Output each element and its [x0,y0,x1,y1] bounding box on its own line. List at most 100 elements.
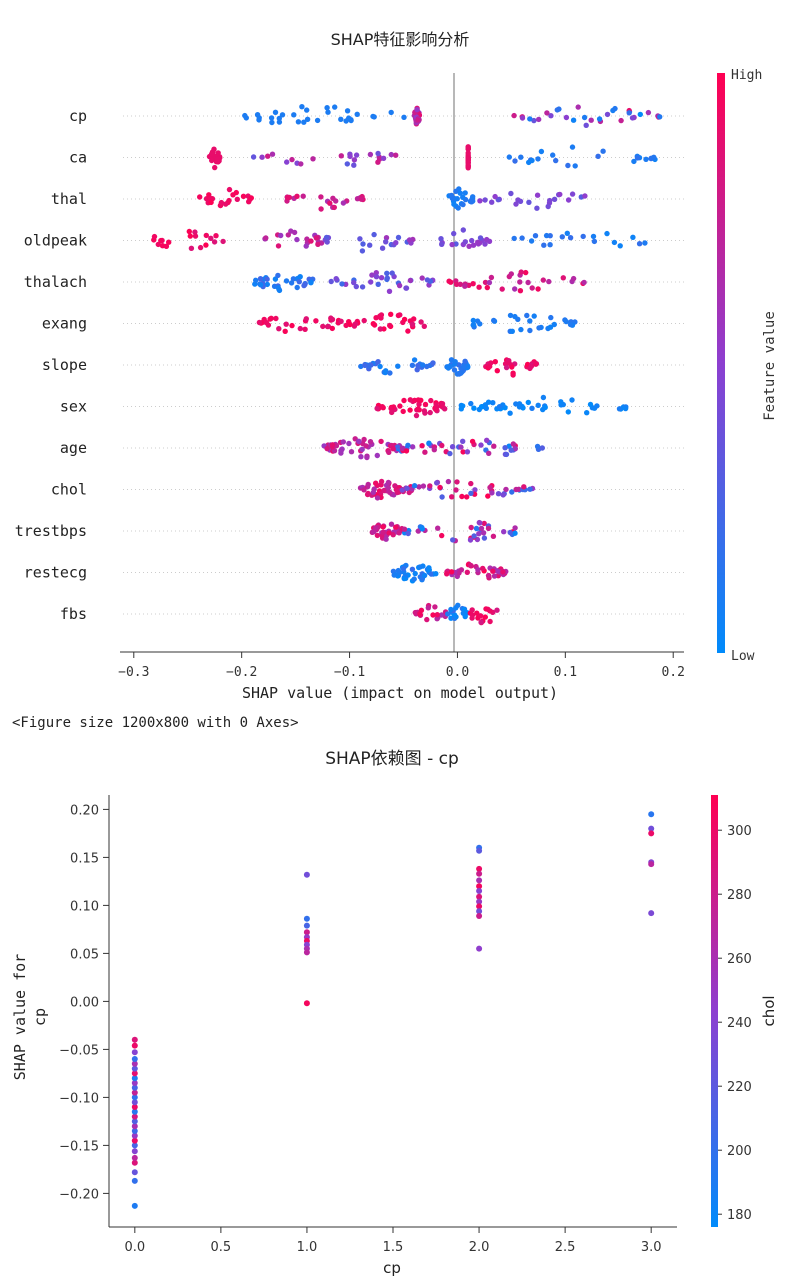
shap-point-thal [460,194,466,200]
shap-point-fbs [434,612,440,618]
shap-point-age [403,448,410,454]
shap-point-oldpeak [263,235,269,241]
feature-label-ca: ca [69,149,87,167]
shap-point-thalach [488,274,495,281]
shap-point-oldpeak [519,235,525,241]
shap-point-oldpeak [393,240,399,246]
dependence-point [131,1099,138,1106]
shap-point-chol [527,486,533,492]
shap-point-restecg [412,570,418,577]
dependence-point [648,825,655,832]
shap-point-trestbps [476,519,482,526]
shap-point-cp [596,116,603,122]
shap-point-oldpeak [383,235,390,241]
dep-y-tick-label: 0.10 [70,899,99,914]
shap-point-cp [344,108,351,114]
dependence-point [303,929,310,936]
shap-point-cp [354,111,360,118]
shap-point-ca [631,158,637,165]
shap-point-exang [282,328,288,334]
dep-x-tick-label: 3.0 [641,1240,662,1255]
shap-point-ca [595,153,601,159]
shap-point-cp [325,109,331,115]
dep-y-tick-label: 0.00 [70,995,99,1010]
shap-point-thal [565,197,572,203]
shap-point-ca [465,144,471,150]
shap-point-oldpeak [477,235,484,241]
shap-point-thalach [529,285,535,291]
shap-point-thal [318,194,324,200]
shap-point-slope [387,370,393,376]
shap-point-thal [557,191,563,198]
shap-point-age [358,454,364,460]
shap-point-thal [197,194,203,200]
shap-point-trestbps [374,532,381,539]
dep-x-tick-label: 2.0 [469,1240,490,1255]
shap-point-age [458,444,464,450]
chol-tick-label: 220 [727,1080,752,1095]
shap-point-ca [375,159,381,165]
shap-point-exang [329,316,336,323]
shap-point-thalach [253,277,259,283]
shap-point-restecg [485,572,492,579]
shap-point-age [484,437,490,443]
shap-point-trestbps [439,532,445,539]
shap-point-trestbps [405,530,411,537]
chol-colorbar-ticks: 180 200 220 240 260 280 300 [718,824,752,1223]
shap-point-chol [406,489,412,496]
dependence-point [131,1128,138,1134]
shap-point-slope [362,362,368,369]
shap-point-oldpeak [192,229,198,235]
shap-point-cp [531,117,537,124]
shap-point-age [346,440,352,447]
dependence-point [131,1108,138,1115]
shap-point-exang [509,328,515,334]
shap-point-slope [528,363,534,370]
shap-point-thal [526,199,532,205]
shap-point-fbs [425,605,431,611]
shap-point-exang [547,324,554,330]
shap-point-chol [464,494,470,500]
shap-point-ca [269,151,276,157]
shap-point-thalach [275,284,281,291]
shap-point-thalach [375,281,381,287]
dep-y-tick-label: −0.10 [59,1091,99,1106]
shap-point-fbs [453,614,459,620]
x-tick-label: −0.3 [118,665,149,680]
shap-point-fbs [448,606,454,613]
shap-point-trestbps [386,530,392,536]
shap-point-cp [570,117,577,123]
shap-point-restecg [500,569,506,575]
shap-point-oldpeak [567,235,574,241]
shap-point-oldpeak [541,242,547,248]
shap-point-oldpeak [192,233,199,239]
shap-point-oldpeak [617,243,623,249]
shap-point-age [464,449,471,455]
shap-point-age [329,442,336,448]
shap-point-sex [433,406,439,413]
dependence-point [131,1089,138,1096]
beeswarm-points [151,104,663,626]
dependence-point [303,922,310,929]
shap-point-thal [246,199,252,205]
shap-point-exang [527,327,533,334]
shap-point-exang [470,317,476,324]
shap-point-slope [411,357,418,363]
shap-point-age [447,450,453,457]
shap-point-fbs [439,612,445,618]
shap-point-chol [445,478,452,485]
shap-point-cp [548,113,554,119]
shap-point-thalach [384,275,390,281]
shap-point-restecg [395,567,401,574]
feature-label-age: age [60,439,87,457]
shap-point-age [386,449,392,455]
shap-point-cp [324,105,330,111]
shap-point-cp [332,104,338,110]
feature-gridlines [123,115,684,615]
shap-point-age [510,441,516,447]
shap-point-oldpeak [294,236,300,243]
feature-label-chol: chol [51,481,87,499]
shap-point-thalach [476,284,482,290]
shap-point-ca [344,161,350,167]
shap-point-age [340,439,346,445]
